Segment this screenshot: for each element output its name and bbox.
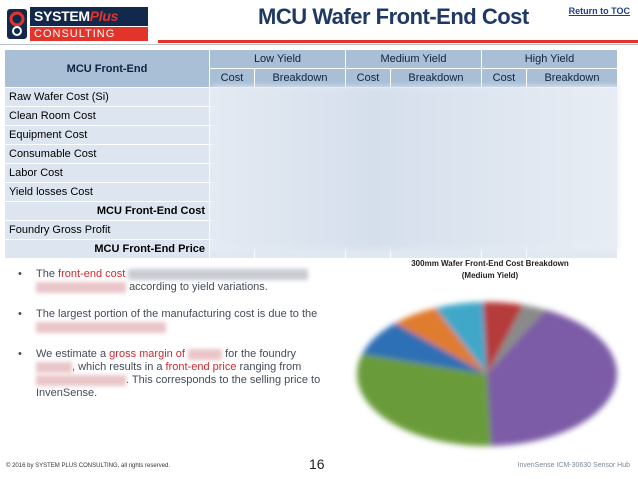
pie-chart-title: 300mm Wafer Front-End Cost Breakdown (Me… bbox=[411, 259, 569, 280]
subheader-breakdown: Breakdown bbox=[389, 68, 482, 88]
bullet-icon: • bbox=[18, 308, 22, 320]
row-label: Labor Cost bbox=[4, 163, 210, 183]
bullet-icon: • bbox=[18, 348, 22, 360]
row-label: Yield losses Cost bbox=[4, 182, 210, 202]
row-label: Raw Wafer Cost (Si) bbox=[4, 87, 210, 107]
row-label: Consumable Cost bbox=[4, 144, 210, 164]
table-corner-header: MCU Front-End bbox=[4, 49, 210, 88]
copyright-text: © 2016 by SYSTEM PLUS CONSULTING, all ri… bbox=[6, 463, 171, 469]
bullet-icon: • bbox=[18, 268, 22, 280]
pie-slice bbox=[362, 323, 487, 374]
subheader-cost: Cost bbox=[209, 68, 255, 88]
pie-slice bbox=[482, 302, 524, 374]
pie-slice bbox=[435, 302, 487, 374]
header-high-yield: High Yield bbox=[480, 49, 619, 69]
pie-slice bbox=[487, 304, 547, 374]
row-label: MCU Front-End Price bbox=[4, 239, 210, 259]
bullet-item: • We estimate a gross margin of for the … bbox=[18, 348, 321, 399]
row-label: Equipment Cost bbox=[4, 125, 210, 145]
row-label: MCU Front-End Cost bbox=[4, 201, 210, 221]
row-label: Foundry Gross Profit bbox=[4, 220, 210, 240]
return-to-toc-link[interactable]: Return to TOC bbox=[568, 6, 630, 16]
subheader-cost: Cost bbox=[480, 68, 527, 88]
row-label: Clean Room Cost bbox=[4, 106, 210, 126]
page-title: MCU Wafer Front-End Cost bbox=[258, 4, 529, 29]
header-low-yield: Low Yield bbox=[209, 49, 346, 69]
redacted-table-values bbox=[212, 86, 618, 250]
subheader-breakdown: Breakdown bbox=[253, 68, 346, 88]
bullet-list: • The front-end cost according to yield … bbox=[18, 268, 328, 414]
company-logo: SYSTEMPlus CONSULTING bbox=[6, 7, 148, 41]
bullet-item: • The largest portion of the manufacturi… bbox=[18, 308, 328, 334]
pie-slice bbox=[357, 353, 492, 446]
pie-slice bbox=[395, 307, 487, 374]
bullet-item: • The front-end cost according to yield … bbox=[18, 268, 328, 294]
pie-slice bbox=[487, 309, 617, 446]
logo-mark-icon bbox=[7, 9, 27, 39]
subheader-cost: Cost bbox=[344, 68, 391, 88]
product-name: InvenSense ICM-30630 Sensor Hub bbox=[517, 462, 630, 469]
cost-breakdown-pie-chart bbox=[357, 302, 617, 446]
logo-wordmark-bottom: CONSULTING bbox=[30, 27, 148, 41]
header-divider-red bbox=[158, 40, 638, 43]
header-medium-yield: Medium Yield bbox=[344, 49, 482, 69]
subheader-breakdown: Breakdown bbox=[525, 68, 619, 88]
header-divider-gray bbox=[0, 44, 638, 45]
page-number: 16 bbox=[309, 456, 325, 472]
logo-wordmark-top: SYSTEMPlus bbox=[30, 7, 148, 26]
